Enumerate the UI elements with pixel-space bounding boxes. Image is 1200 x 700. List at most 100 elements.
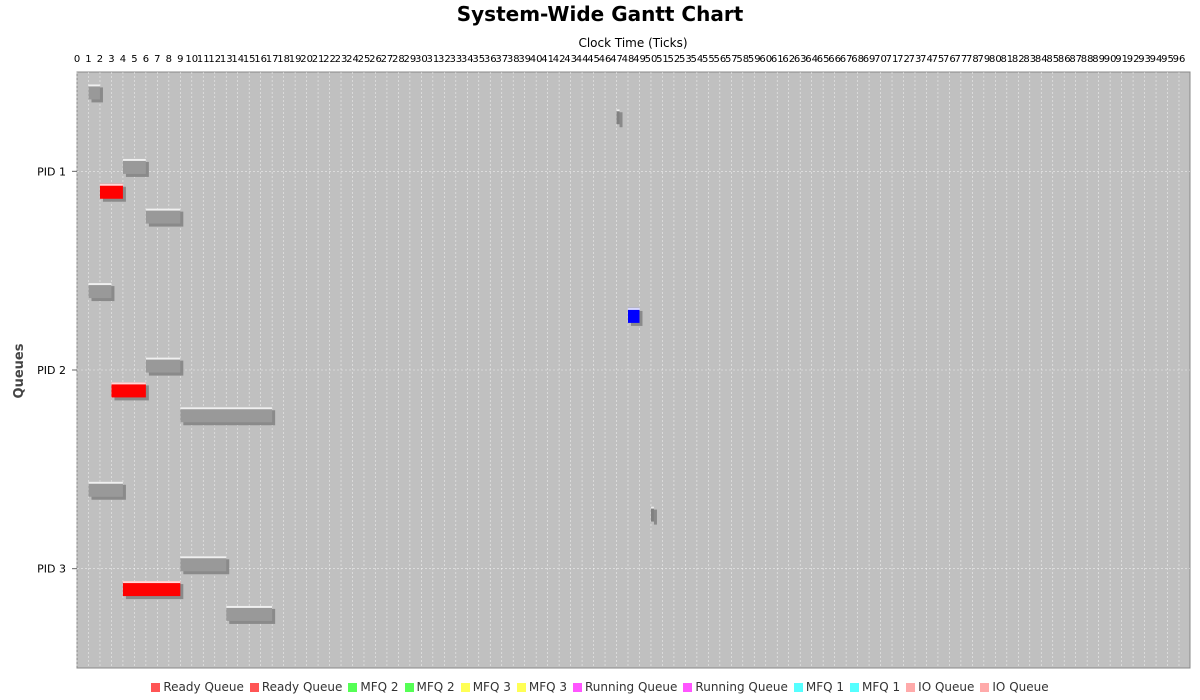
x-tick-label: 0: [74, 54, 80, 65]
x-tick-label: 17: [266, 54, 279, 65]
legend-label: Running Queue: [585, 680, 678, 694]
x-tick-label: 66: [828, 54, 841, 65]
x-tick-label: 68: [851, 54, 864, 65]
task-bar-fill: [180, 407, 273, 423]
x-tick-label: 89: [1092, 54, 1105, 65]
chart-title: System-Wide Gantt Chart: [457, 2, 744, 26]
task-bar-fill: [650, 506, 654, 522]
x-tick-label: 56: [713, 54, 726, 65]
x-tick-label: 41: [541, 54, 554, 65]
gantt-chart: System-Wide Gantt Chart Clock Time (Tick…: [12, 2, 1191, 669]
x-tick-label: 94: [1150, 54, 1163, 65]
x-tick-label: 50: [645, 54, 658, 65]
legend-item: IO Queue: [980, 680, 1049, 694]
x-tick-label: 59: [748, 54, 761, 65]
x-tick-label: 87: [1069, 54, 1082, 65]
x-tick-label: 37: [495, 54, 508, 65]
x-tick-label: 71: [886, 54, 899, 65]
task-bar: [122, 158, 149, 177]
x-tick-label: 2: [97, 54, 103, 65]
x-tick-label: 88: [1081, 54, 1094, 65]
x-tick-label: 64: [805, 54, 818, 65]
category-label: PID 2: [37, 364, 66, 377]
task-bar-fill: [122, 581, 181, 597]
x-tick-label: 45: [587, 54, 600, 65]
x-tick-label: 93: [1138, 54, 1151, 65]
task-bar: [99, 183, 126, 202]
x-tick-label: 51: [656, 54, 669, 65]
x-tick-label: 91: [1115, 54, 1128, 65]
task-bar: [88, 481, 126, 500]
legend-swatch: [850, 682, 859, 692]
legend-item: MFQ 2: [348, 680, 399, 694]
legend-item: Ready Queue: [249, 680, 343, 694]
x-tick-label: 65: [817, 54, 830, 65]
x-tick-label: 53: [679, 54, 692, 65]
legend-label: MFQ 1: [805, 680, 844, 694]
x-tick-label: 3: [108, 54, 114, 65]
task-bar-highlight: [650, 506, 654, 509]
task-bar-fill: [88, 481, 123, 497]
x-tick-labels: 0 1 2 3 4 5 6 7 8 9 101112131415161718192021222324…: [74, 54, 1186, 65]
x-tick-label: 23: [335, 54, 348, 65]
legend-item: MFQ 1: [793, 680, 844, 694]
x-tick-label: 40: [530, 54, 543, 65]
task-bar-highlight: [111, 382, 146, 385]
task-bar-highlight: [616, 109, 620, 112]
legend-label: Running Queue: [695, 680, 788, 694]
x-tick-label: 8: [166, 54, 172, 65]
legend-swatch: [151, 682, 161, 692]
x-tick-label: 61: [771, 54, 784, 65]
x-tick-label: 24: [346, 54, 359, 65]
legend-item: IO Queue: [906, 680, 974, 694]
legend-swatch: [348, 682, 358, 692]
x-tick-label: 21: [312, 54, 325, 65]
x-tick-label: 6: [143, 54, 149, 65]
x-tick-label: 43: [564, 54, 577, 65]
x-tick-label: 96: [1173, 54, 1186, 65]
grid-lines: [76, 72, 1190, 668]
x-tick-label: 16: [254, 54, 267, 65]
task-bar-highlight: [628, 307, 640, 310]
x-tick-label: 82: [1012, 54, 1025, 65]
x-tick-label: 58: [736, 54, 749, 65]
task-bar-fill: [226, 605, 273, 621]
task-bar-highlight: [180, 556, 227, 559]
task-bar: [88, 283, 115, 302]
task-bar-highlight: [180, 407, 273, 410]
x-tick-label: 70: [874, 54, 887, 65]
x-tick-label: 42: [553, 54, 566, 65]
legend-label: Ready Queue: [261, 680, 343, 694]
task-bar-fill: [628, 307, 640, 323]
legend-swatch: [404, 682, 414, 692]
x-tick-label: 67: [840, 54, 853, 65]
task-bar-fill: [145, 208, 181, 224]
x-tick-label: 38: [507, 54, 520, 65]
x-tick-label: 73: [909, 54, 922, 65]
x-tick-label: 22: [323, 54, 336, 65]
legend-swatch: [516, 682, 526, 692]
x-tick-label: 12: [208, 54, 221, 65]
task-bar-fill: [180, 556, 227, 572]
legend-item: Running Queue: [683, 680, 788, 694]
legend-swatch: [249, 682, 259, 692]
legend-label: MFQ 2: [360, 680, 399, 694]
x-tick-label: 32: [438, 54, 451, 65]
x-tick-label: 27: [381, 54, 394, 65]
legend-label: MFQ 3: [528, 680, 567, 694]
x-tick-label: 18: [277, 54, 290, 65]
x-tick-label: 34: [461, 54, 474, 65]
x-tick-label: 48: [622, 54, 635, 65]
x-tick-label: 75: [932, 54, 945, 65]
x-tick-label: 83: [1023, 54, 1036, 65]
task-bar-highlight: [145, 208, 181, 211]
task-bar: [180, 556, 230, 575]
x-tick-label: 60: [759, 54, 772, 65]
task-bar-highlight: [99, 183, 123, 186]
legend-item: MFQ 3: [516, 680, 567, 694]
legend: Ready Queue Ready Queue MFQ 2 MFQ 2 MFQ 3 MFQ…: [0, 680, 1200, 694]
category-labels: PID 1 PID 2 PID 3: [37, 165, 77, 576]
task-bar-highlight: [145, 357, 181, 360]
category-label: PID 1: [37, 165, 66, 178]
x-tick-label: 28: [392, 54, 405, 65]
